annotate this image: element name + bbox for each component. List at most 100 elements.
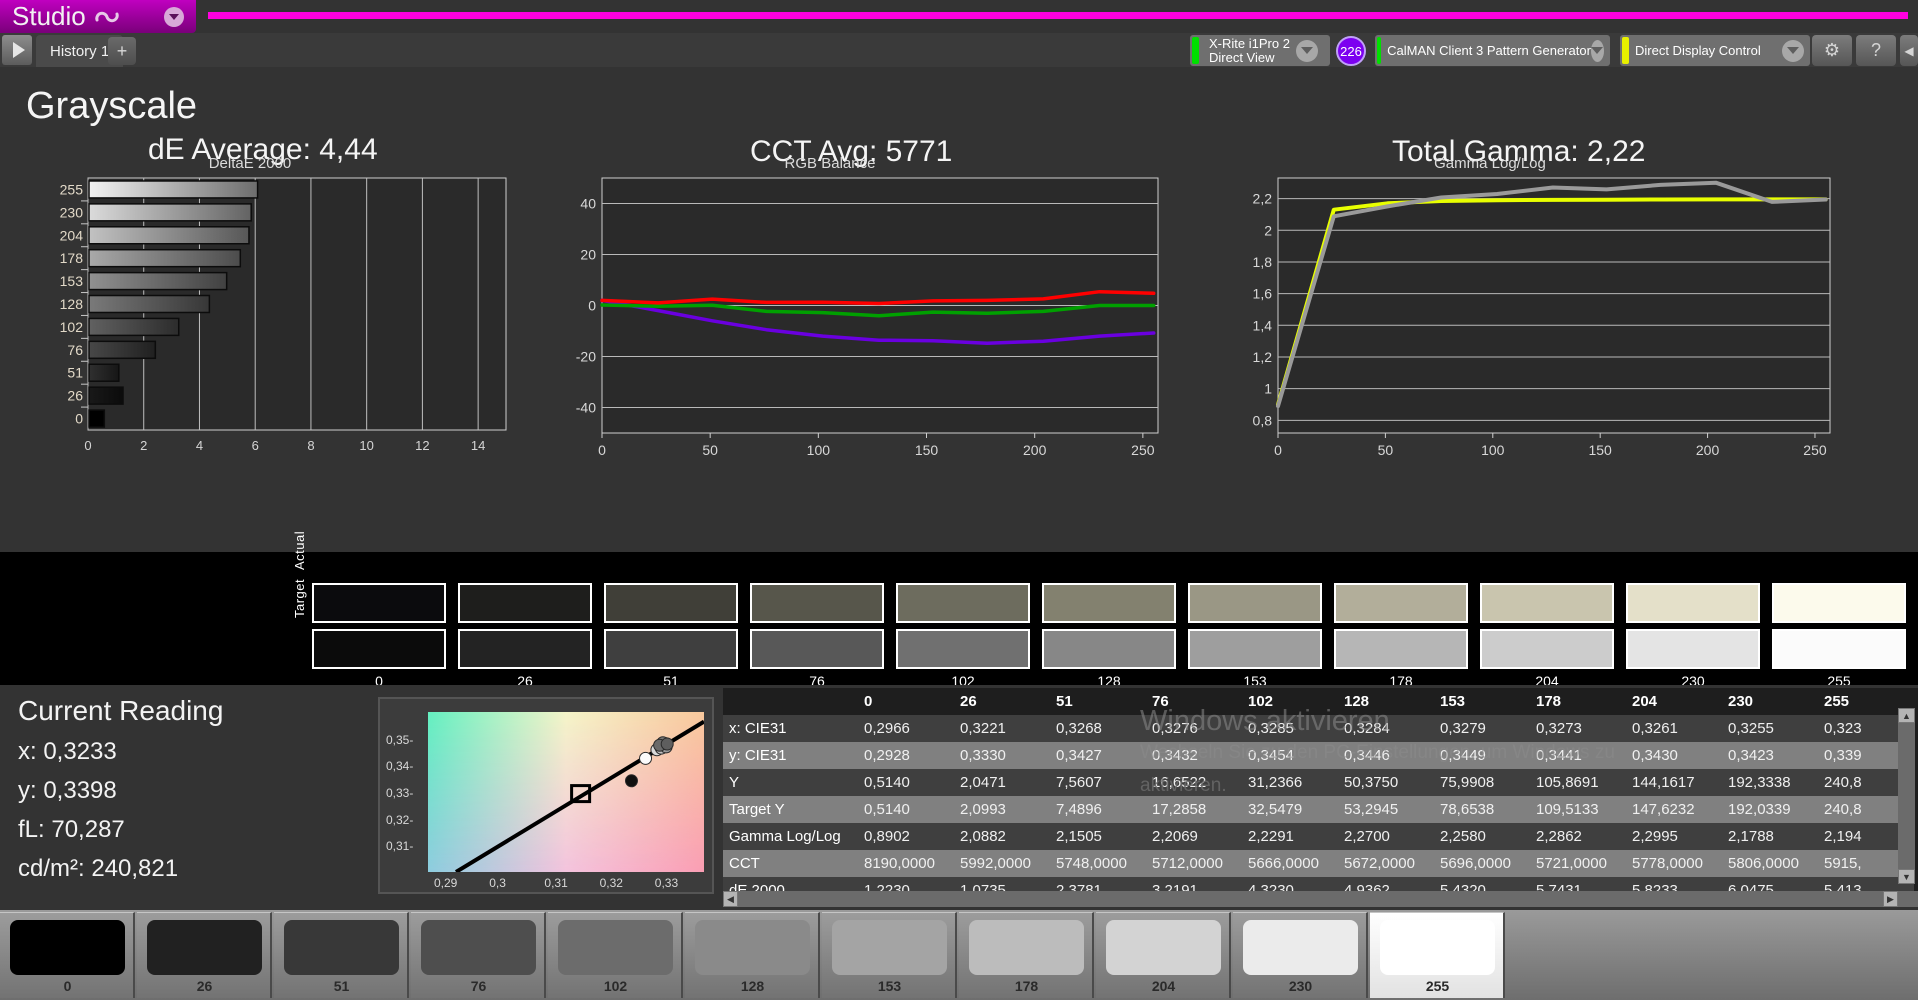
chevron-down-icon[interactable]	[1590, 39, 1604, 62]
film-patch-label: 178	[1014, 978, 1039, 994]
svg-text:255: 255	[60, 181, 84, 197]
scroll-left-button[interactable]: ◀	[723, 891, 738, 907]
rgb-chart-title: RGB Balance	[784, 155, 876, 172]
table-cell: 2,1788	[1728, 828, 1774, 845]
help-button[interactable]: ?	[1856, 35, 1896, 66]
table-cell: 2,0471	[960, 774, 1006, 791]
table-cell: 0,3279	[1440, 720, 1486, 737]
table-column-header: 230	[1722, 688, 1818, 715]
gamma-loglog-chart[interactable]: 0 50 100 150 200 250 0,8 1 1,2 1,4 1,6 1,8 2 2,2	[1240, 172, 1840, 467]
target-swatch	[750, 629, 884, 669]
svg-text:204: 204	[60, 227, 84, 243]
film-strip-patch[interactable]: 26	[137, 912, 272, 998]
cie-chromaticity-chart[interactable]: 0,31- 0,32- 0,33- 0,34- 0,35- 0,29 0,3 0,31 0,32…	[378, 697, 714, 894]
scroll-up-button[interactable]: ▲	[1898, 708, 1915, 723]
table-cell: 0,3255	[1728, 720, 1774, 737]
cie-y-tick: 0,31-	[386, 839, 414, 854]
chevron-down-icon[interactable]	[164, 7, 184, 27]
table-column-header: 0	[858, 688, 954, 715]
svg-text:26: 26	[67, 388, 83, 404]
film-patch-label: 76	[470, 978, 487, 994]
film-patch-label: 255	[1425, 978, 1450, 994]
table-cell: 0,3446	[1344, 747, 1390, 764]
table-cell: 5696,0000	[1440, 855, 1511, 872]
collapse-button[interactable]: ◀	[1900, 35, 1918, 66]
table-horizontal-scrollbar[interactable]: ◀ ▶	[723, 891, 1918, 907]
table-cell: 0,339	[1824, 747, 1862, 764]
chevron-down-icon[interactable]	[1295, 39, 1318, 62]
svg-text:0: 0	[1274, 442, 1282, 458]
app-logo[interactable]: Studio	[0, 0, 196, 33]
table-column-header: 26	[954, 688, 1050, 715]
table-cell: 7,4896	[1056, 801, 1102, 818]
svg-text:150: 150	[915, 442, 939, 458]
svg-text:-40: -40	[576, 400, 596, 416]
table-cell: 5748,0000	[1056, 855, 1127, 872]
meter-badge[interactable]: 226	[1336, 36, 1366, 66]
measurements-table[interactable]: 0 26 51 76 102 128 153 178 204 230 255 x: CIE31 0,2…	[723, 688, 1918, 907]
film-strip-patch[interactable]: 76	[411, 912, 546, 998]
display-control-selector[interactable]: Direct Display Control	[1620, 35, 1810, 66]
deltae-chart[interactable]: 0 2 4 6 8 10 12 14 255 230 204 178 153 128 102 76 51 26 0	[46, 172, 514, 462]
source-selector[interactable]: CalMAN Client 3 Pattern Generator	[1375, 35, 1610, 66]
table-vertical-scrollbar[interactable]: ▲ ▼	[1898, 708, 1915, 884]
cie-x-tick: 0,32	[599, 876, 623, 890]
table-cell: 144,1617	[1632, 774, 1695, 791]
table-cell: 2,194	[1824, 828, 1862, 845]
table-column-header: 153	[1434, 688, 1530, 715]
film-strip-patch[interactable]: 102	[548, 912, 683, 998]
film-strip-patch[interactable]: 153	[822, 912, 957, 998]
film-patch-label: 51	[333, 978, 350, 994]
table-cell: 0,3432	[1152, 747, 1198, 764]
film-strip-patch[interactable]: 128	[685, 912, 820, 998]
status-indicator	[1377, 37, 1382, 64]
meter-selector[interactable]: X-Rite i1Pro 2 Direct View	[1190, 35, 1330, 66]
de-average-label: dE Average: 4,44	[148, 133, 378, 166]
table-cell: 2,2862	[1536, 828, 1582, 845]
cie-y-tick: 0,32-	[386, 812, 414, 827]
svg-text:50: 50	[702, 442, 718, 458]
table-row[interactable]: Target Y 0,5140 2,0993 7,4896 17,2858 32,5479…	[723, 796, 1914, 823]
target-swatch	[1042, 629, 1176, 669]
play-icon[interactable]	[2, 35, 32, 65]
cie-x-tick: 0,33	[654, 876, 679, 890]
film-strip-patch[interactable]: 51	[274, 912, 409, 998]
chevron-down-icon[interactable]	[1782, 39, 1804, 62]
settings-button[interactable]: ⚙	[1812, 35, 1852, 66]
deltae-chart-title: DeltaE 2000	[208, 155, 292, 172]
table-corner	[723, 688, 858, 715]
scroll-right-button[interactable]: ▶	[1883, 891, 1898, 907]
table-row[interactable]: Gamma Log/Log 0,8902 2,0882 2,1505 2,2069 2,2…	[723, 823, 1914, 850]
scroll-down-button[interactable]: ▼	[1898, 869, 1915, 884]
actual-swatch	[1772, 583, 1906, 623]
rgb-balance-chart[interactable]: 0 50 100 150 200 250 -40 -20 0 20 40	[568, 172, 1168, 467]
film-strip-patch[interactable]: 255	[1370, 912, 1505, 998]
status-indicator	[1192, 37, 1199, 64]
table-row[interactable]: y: CIE31 0,2928 0,3330 0,3427 0,3432 0,3454 0,…	[723, 742, 1914, 769]
film-patch-label: 204	[1151, 978, 1176, 994]
film-strip-patch[interactable]: 230	[1233, 912, 1368, 998]
table-cell: 0,3441	[1536, 747, 1582, 764]
table-column-header: 128	[1338, 688, 1434, 715]
table-row[interactable]: CCT 8190,0000 5992,0000 5748,0000 5712,0000 5…	[723, 850, 1914, 877]
table-cell: 0,3285	[1248, 720, 1294, 737]
svg-text:178: 178	[60, 250, 84, 266]
table-cell: 0,5140	[864, 801, 910, 818]
film-strip-patch[interactable]: 0	[0, 912, 135, 998]
film-patch-label: 230	[1288, 978, 1313, 994]
add-tab-button[interactable]: +	[108, 37, 136, 65]
table-cell: 0,8902	[864, 828, 910, 845]
current-reading-title: Current Reading	[18, 695, 224, 726]
table-cell: 5992,0000	[960, 855, 1031, 872]
film-patch-label: 153	[877, 978, 902, 994]
table-row[interactable]: x: CIE31 0,2966 0,3221 0,3268 0,3276 0,3285 0,…	[723, 715, 1914, 742]
display-control-name: Direct Display Control	[1635, 42, 1761, 58]
film-strip-patch[interactable]: 204	[1096, 912, 1231, 998]
table-row-label: y: CIE31	[729, 747, 787, 764]
table-cell: 240,8	[1824, 774, 1862, 791]
table-cell: 0,5140	[864, 774, 910, 791]
svg-text:200: 200	[1696, 442, 1720, 458]
table-cell: 78,6538	[1440, 801, 1495, 818]
table-row[interactable]: Y 0,5140 2,0471 7,5607 16,6522 31,2366 50,3750…	[723, 769, 1914, 796]
film-strip-patch[interactable]: 178	[959, 912, 1094, 998]
